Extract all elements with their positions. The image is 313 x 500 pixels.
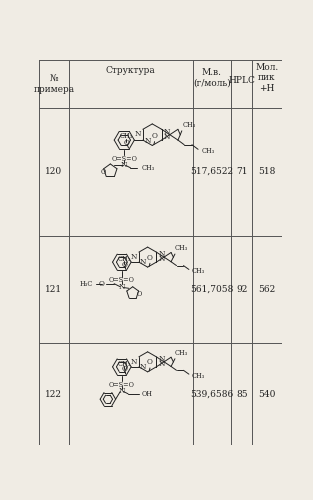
Text: N: N: [140, 363, 146, 371]
Text: CH₃: CH₃: [120, 132, 133, 140]
Text: 122: 122: [45, 390, 62, 398]
Text: N: N: [121, 162, 127, 170]
Text: N: N: [119, 283, 125, 291]
Text: OH: OH: [142, 390, 153, 398]
Text: 121: 121: [45, 285, 62, 294]
Text: O: O: [98, 280, 104, 287]
Text: 561,7058: 561,7058: [190, 285, 233, 294]
Text: CH₃: CH₃: [175, 349, 188, 357]
Text: O: O: [147, 254, 153, 262]
Text: CH₃: CH₃: [175, 244, 188, 252]
Text: 71: 71: [236, 167, 248, 176]
Text: 562: 562: [258, 285, 276, 294]
Text: H₃C: H₃C: [80, 280, 93, 287]
Text: 517,6522: 517,6522: [190, 167, 233, 176]
Text: 120: 120: [45, 167, 62, 176]
Text: CH₃: CH₃: [201, 147, 215, 155]
Text: O: O: [152, 132, 157, 140]
Text: N: N: [159, 255, 165, 263]
Text: O: O: [147, 358, 153, 366]
Text: 92: 92: [236, 285, 248, 294]
Text: 540: 540: [258, 390, 276, 398]
Text: 85: 85: [236, 390, 248, 398]
Text: Структура: Структура: [106, 66, 156, 75]
Text: N: N: [159, 250, 165, 258]
Text: N: N: [140, 258, 146, 266]
Text: N: N: [164, 133, 170, 141]
Text: CH₃: CH₃: [192, 267, 205, 275]
Text: N: N: [164, 128, 170, 136]
Text: O: O: [123, 138, 129, 146]
Text: CH₃: CH₃: [141, 164, 155, 172]
Text: N: N: [131, 358, 137, 366]
Text: N: N: [135, 130, 141, 138]
Text: M.в.
(г/моль): M.в. (г/моль): [193, 68, 231, 87]
Text: O=S=O: O=S=O: [109, 380, 135, 388]
Text: 539,6586: 539,6586: [190, 390, 233, 398]
Text: Мол.
пик
+H: Мол. пик +H: [255, 63, 279, 92]
Text: N: N: [144, 136, 151, 144]
Text: N: N: [159, 360, 165, 368]
Text: O: O: [136, 290, 141, 298]
Text: CH₃: CH₃: [117, 256, 131, 264]
Text: O: O: [101, 168, 106, 175]
Text: O: O: [121, 366, 127, 374]
Text: N: N: [119, 388, 125, 396]
Text: CH₃: CH₃: [192, 372, 205, 380]
Text: O=S=O: O=S=O: [111, 154, 137, 162]
Text: O=S=O: O=S=O: [109, 276, 135, 284]
Text: HPLC: HPLC: [228, 76, 255, 86]
Text: N: N: [159, 355, 165, 363]
Text: №
примера: № примера: [33, 74, 74, 94]
Text: 518: 518: [258, 167, 276, 176]
Text: N: N: [131, 253, 137, 261]
Text: CH₃: CH₃: [182, 122, 196, 130]
Text: CH₃: CH₃: [117, 360, 131, 368]
Text: O: O: [121, 260, 127, 268]
